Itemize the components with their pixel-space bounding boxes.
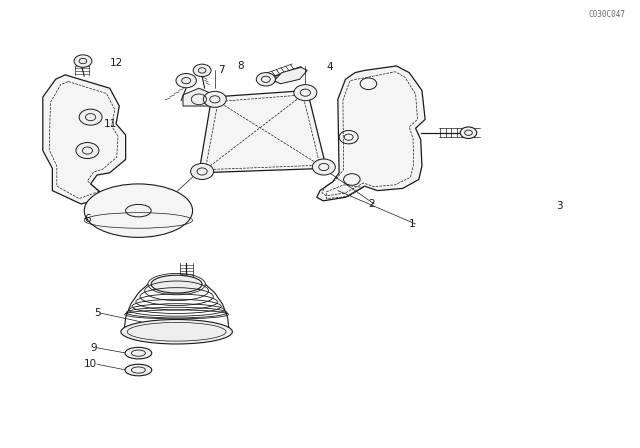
Text: 5: 5 <box>94 308 100 318</box>
Text: 8: 8 <box>237 61 244 71</box>
Text: 2: 2 <box>368 199 374 209</box>
Circle shape <box>191 164 214 180</box>
Ellipse shape <box>125 364 152 376</box>
Text: 9: 9 <box>91 343 97 353</box>
Circle shape <box>176 73 196 88</box>
Circle shape <box>312 159 335 175</box>
Ellipse shape <box>121 319 232 344</box>
Polygon shape <box>274 67 307 84</box>
Text: 6: 6 <box>84 214 91 224</box>
Text: 4: 4 <box>326 62 333 72</box>
Circle shape <box>76 142 99 159</box>
Circle shape <box>460 127 477 138</box>
Ellipse shape <box>125 347 152 359</box>
Text: 1: 1 <box>409 219 416 229</box>
Circle shape <box>74 55 92 67</box>
Circle shape <box>79 109 102 125</box>
Text: 11: 11 <box>103 119 116 129</box>
Polygon shape <box>183 88 215 106</box>
Text: C030C047: C030C047 <box>589 10 626 19</box>
Polygon shape <box>199 90 326 173</box>
Polygon shape <box>43 75 125 204</box>
Polygon shape <box>317 66 425 201</box>
Circle shape <box>294 85 317 101</box>
Ellipse shape <box>84 184 193 237</box>
Text: 3: 3 <box>556 201 563 211</box>
Text: 12: 12 <box>109 58 123 68</box>
Text: 7: 7 <box>218 65 225 75</box>
Text: 10: 10 <box>84 359 97 369</box>
Circle shape <box>204 91 227 108</box>
Circle shape <box>193 64 211 77</box>
Circle shape <box>256 73 275 86</box>
Ellipse shape <box>151 275 202 293</box>
